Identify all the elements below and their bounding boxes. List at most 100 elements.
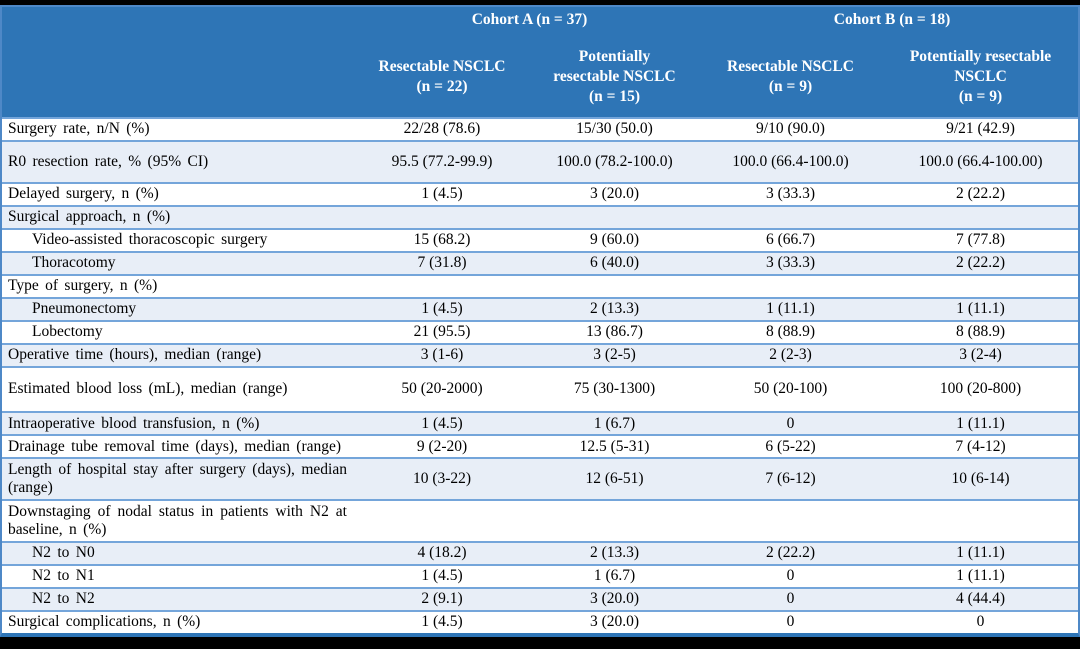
cell-value: 3 (20.0) bbox=[527, 181, 702, 206]
row-label: Intraoperative blood transfusion, n (%) bbox=[2, 411, 357, 436]
row-label: Length of hospital stay after surgery (d… bbox=[2, 457, 357, 501]
table-row: N2 to N2 2 (9.1) 3 (20.0) 0 4 (44.4) bbox=[2, 586, 1078, 611]
cell-value: 4 (44.4) bbox=[879, 586, 1078, 611]
row-label: Operative time (hours), median (range) bbox=[2, 342, 357, 367]
cell-value: 6 (40.0) bbox=[527, 250, 702, 275]
cell-value: 3 (2-4) bbox=[879, 342, 1078, 367]
row-label: R0 resection rate, % (95% CI) bbox=[2, 139, 357, 183]
cohort-header-row: Cohort A (n = 37) Cohort B (n = 18) bbox=[2, 7, 1078, 118]
row-label: Thoracotomy bbox=[2, 250, 357, 275]
cell-value: 2 (9.1) bbox=[357, 586, 527, 611]
cell-value: 1 (4.5) bbox=[357, 296, 527, 321]
cell-value bbox=[879, 273, 1078, 298]
table-row: R0 resection rate, % (95% CI) 95.5 (77.2-… bbox=[2, 139, 1078, 183]
table-row: Surgery rate, n/N (%) 22/28 (78.6) 15/30 (… bbox=[2, 117, 1078, 141]
column-header-cohort-a-resectable: Resectable NSCLC (n = 22) bbox=[357, 37, 527, 118]
cohort-a-header: Cohort A (n = 37) bbox=[357, 7, 702, 37]
cell-value: 1 (4.5) bbox=[357, 563, 527, 588]
cell-value: 9 (2-20) bbox=[357, 434, 527, 459]
cell-value: 3 (2-5) bbox=[527, 342, 702, 367]
row-label: N2 to N0 bbox=[2, 540, 357, 565]
cell-value: 50 (20-2000) bbox=[357, 365, 527, 413]
cell-value: 15 (68.2) bbox=[357, 227, 527, 252]
cell-value bbox=[527, 204, 702, 229]
cell-value: 12.5 (5-31) bbox=[527, 434, 702, 459]
row-label: Surgical approach, n (%) bbox=[2, 204, 357, 229]
row-label: Estimated blood loss (mL), median (range… bbox=[2, 365, 357, 413]
cell-value: 1 (4.5) bbox=[357, 609, 527, 633]
cell-value: 0 bbox=[702, 411, 879, 436]
cell-value: 1 (11.1) bbox=[879, 296, 1078, 321]
cell-value: 2 (22.2) bbox=[702, 540, 879, 565]
table-row: Length of hospital stay after surgery (d… bbox=[2, 457, 1078, 501]
cell-value: 8 (88.9) bbox=[879, 319, 1078, 344]
cell-value: 1 (11.1) bbox=[879, 563, 1078, 588]
cell-value bbox=[879, 499, 1078, 542]
cell-value: 95.5 (77.2-99.9) bbox=[357, 139, 527, 183]
cell-value: 0 bbox=[879, 609, 1078, 633]
row-label: N2 to N1 bbox=[2, 563, 357, 588]
cell-value: 0 bbox=[702, 563, 879, 588]
cell-value: 10 (6-14) bbox=[879, 457, 1078, 501]
cell-value: 7 (4-12) bbox=[879, 434, 1078, 459]
table-row: Intraoperative blood transfusion, n (%) 1… bbox=[2, 411, 1078, 436]
cell-value: 75 (30-1300) bbox=[527, 365, 702, 413]
cell-value: 100 (20-800) bbox=[879, 365, 1078, 413]
cell-value bbox=[527, 499, 702, 542]
row-label: Video-assisted thoracoscopic surgery bbox=[2, 227, 357, 252]
cell-value: 1 (4.5) bbox=[357, 411, 527, 436]
table-row: Video-assisted thoracoscopic surgery 15 (… bbox=[2, 227, 1078, 252]
cell-value: 100.0 (78.2-100.0) bbox=[527, 139, 702, 183]
cell-value: 1 (6.7) bbox=[527, 411, 702, 436]
cell-value: 13 (86.7) bbox=[527, 319, 702, 344]
cell-value: 10 (3-22) bbox=[357, 457, 527, 501]
cell-value: 3 (33.3) bbox=[702, 181, 879, 206]
cell-value: 22/28 (78.6) bbox=[357, 117, 527, 141]
cell-value: 9/21 (42.9) bbox=[879, 117, 1078, 141]
table-header: Cohort A (n = 37) Cohort B (n = 18) Rese… bbox=[2, 7, 1078, 118]
cell-value: 0 bbox=[702, 586, 879, 611]
cell-value: 1 (11.1) bbox=[879, 540, 1078, 565]
row-label: Delayed surgery, n (%) bbox=[2, 181, 357, 206]
row-label: Downstaging of nodal status in patients … bbox=[2, 499, 357, 542]
cell-value: 7 (77.8) bbox=[879, 227, 1078, 252]
column-header-cohort-b-resectable: Resectable NSCLC (n = 9) bbox=[702, 37, 879, 118]
cell-value: 8 (88.9) bbox=[702, 319, 879, 344]
cohort-b-header: Cohort B (n = 18) bbox=[702, 7, 1078, 37]
row-label: Drainage tube removal time (days), media… bbox=[2, 434, 357, 459]
cell-value: 50 (20-100) bbox=[702, 365, 879, 413]
cell-value: 2 (13.3) bbox=[527, 540, 702, 565]
row-label: N2 to N2 bbox=[2, 586, 357, 611]
table-row: Estimated blood loss (mL), median (range… bbox=[2, 365, 1078, 413]
cell-value: 3 (1-6) bbox=[357, 342, 527, 367]
cell-value: 15/30 (50.0) bbox=[527, 117, 702, 141]
cell-value: 9 (60.0) bbox=[527, 227, 702, 252]
cell-value: 7 (31.8) bbox=[357, 250, 527, 275]
column-header-cohort-b-potentially-resectable: Potentially resectable NSCLC (n = 9) bbox=[879, 37, 1078, 118]
table-row: Operative time (hours), median (range) 3 … bbox=[2, 342, 1078, 367]
cell-value: 2 (2-3) bbox=[702, 342, 879, 367]
cell-value: 2 (13.3) bbox=[527, 296, 702, 321]
table-body: Surgery rate, n/N (%) 22/28 (78.6) 15/30 (… bbox=[2, 117, 1078, 633]
cell-value: 100.0 (66.4-100.0) bbox=[702, 139, 879, 183]
cell-value: 4 (18.2) bbox=[357, 540, 527, 565]
cell-value: 1 (4.5) bbox=[357, 181, 527, 206]
cell-value: 3 (20.0) bbox=[527, 609, 702, 633]
table-row: N2 to N1 1 (4.5) 1 (6.7) 0 1 (11.1) bbox=[2, 563, 1078, 588]
cell-value: 9/10 (90.0) bbox=[702, 117, 879, 141]
top-black-bar bbox=[0, 0, 1080, 5]
section-row: Downstaging of nodal status in patients … bbox=[2, 499, 1078, 542]
cell-value: 7 (6-12) bbox=[702, 457, 879, 501]
cell-value bbox=[879, 204, 1078, 229]
row-label: Surgery rate, n/N (%) bbox=[2, 117, 357, 141]
table-row: Surgical complications, n (%) 1 (4.5) 3 (2… bbox=[2, 609, 1078, 633]
cell-value: 0 bbox=[702, 609, 879, 633]
table-row: Drainage tube removal time (days), media… bbox=[2, 434, 1078, 459]
cell-value: 2 (22.2) bbox=[879, 250, 1078, 275]
row-label: Lobectomy bbox=[2, 319, 357, 344]
cell-value bbox=[357, 204, 527, 229]
table-row: Lobectomy 21 (95.5) 13 (86.7) 8 (88.9) 8 (88… bbox=[2, 319, 1078, 344]
cell-value bbox=[702, 499, 879, 542]
cell-value bbox=[527, 273, 702, 298]
